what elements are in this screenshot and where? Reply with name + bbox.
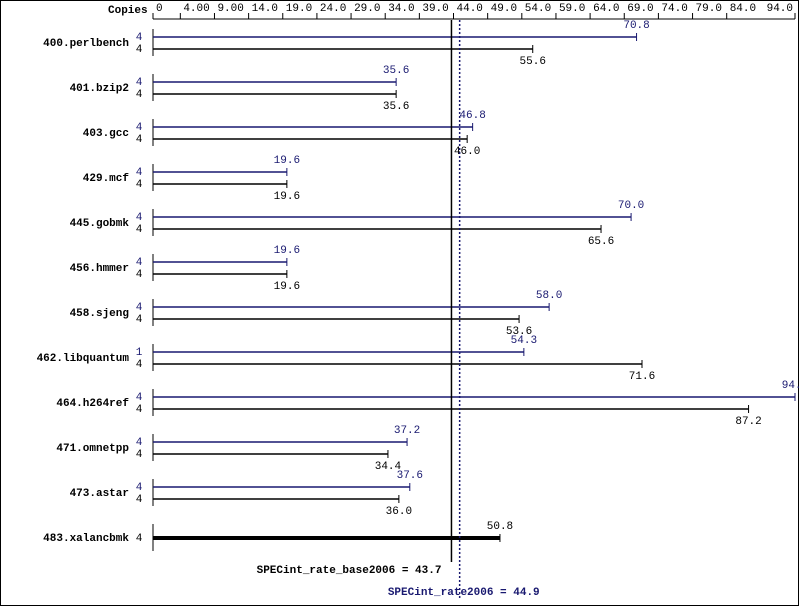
- benchmark-label: 483.xalancbmk: [43, 533, 129, 545]
- copies-label: 4: [136, 437, 143, 449]
- copies-label: 1: [136, 347, 143, 359]
- value-label: 58.0: [536, 290, 562, 302]
- copies-label: 4: [136, 44, 143, 56]
- benchmark-label: 464.h264ref: [56, 398, 129, 410]
- copies-label: 4: [136, 302, 143, 314]
- x-tick-label: 64.0: [593, 3, 619, 15]
- x-tick-label: 54.0: [525, 3, 551, 15]
- value-label: 35.6: [383, 101, 409, 113]
- copies-header: Copies: [108, 5, 148, 17]
- x-tick-label: 94.0: [767, 3, 793, 15]
- copies-label: 4: [136, 77, 143, 89]
- value-label: 36.0: [386, 506, 412, 518]
- value-label: 19.6: [274, 245, 300, 257]
- copies-label: 4: [136, 179, 143, 191]
- x-tick-label: 24.0: [320, 3, 346, 15]
- x-tick-label: 14.0: [252, 3, 278, 15]
- x-tick-label: 79.0: [696, 3, 722, 15]
- value-label: 37.2: [394, 425, 420, 437]
- x-tick-label: 29.0: [354, 3, 380, 15]
- copies-label: 4: [136, 314, 143, 326]
- value-label: 35.6: [383, 65, 409, 77]
- benchmark-label: 403.gcc: [83, 128, 129, 140]
- x-tick-label: 69.0: [627, 3, 653, 15]
- x-tick-label: 9.00: [217, 3, 243, 15]
- value-label: 37.6: [397, 470, 423, 482]
- value-label: 94.0: [782, 380, 799, 392]
- benchmark-label: 400.perlbench: [43, 38, 129, 50]
- x-tick-label: 44.0: [457, 3, 483, 15]
- benchmark-label: 401.bzip2: [70, 83, 129, 95]
- value-label: 19.6: [274, 281, 300, 293]
- benchmark-label: 458.sjeng: [70, 308, 129, 320]
- x-tick-label: 0: [156, 3, 163, 15]
- benchmark-label: 456.hmmer: [70, 263, 129, 275]
- value-label: 65.6: [588, 236, 614, 248]
- copies-label: 4: [136, 212, 143, 224]
- peak-reference-label: SPECint_rate2006 = 44.9: [388, 587, 540, 599]
- value-label: 53.6: [506, 326, 532, 338]
- x-tick-label: 19.0: [286, 3, 312, 15]
- x-tick-label: 84.0: [730, 3, 756, 15]
- x-tick-label: 39.0: [422, 3, 448, 15]
- copies-label: 4: [136, 257, 143, 269]
- copies-label: 4: [136, 134, 143, 146]
- copies-label: 4: [136, 494, 143, 506]
- value-label: 71.6: [629, 371, 655, 383]
- copies-label: 4: [136, 449, 143, 461]
- x-tick-label: 59.0: [559, 3, 585, 15]
- value-label: 19.6: [274, 191, 300, 203]
- x-tick-label: 34.0: [388, 3, 414, 15]
- x-tick-label: 49.0: [491, 3, 517, 15]
- value-label: 46.8: [459, 110, 485, 122]
- value-label: 55.6: [520, 56, 546, 68]
- copies-label: 4: [136, 359, 143, 371]
- copies-label: 4: [136, 89, 143, 101]
- copies-label: 4: [136, 533, 143, 545]
- copies-label: 4: [136, 482, 143, 494]
- value-label: 50.8: [487, 521, 513, 533]
- copies-label: 4: [136, 122, 143, 134]
- copies-label: 4: [136, 404, 143, 416]
- value-label: 54.3: [511, 335, 537, 347]
- benchmark-label: 471.omnetpp: [56, 443, 129, 455]
- value-label: 70.8: [623, 20, 649, 32]
- copies-label: 4: [136, 269, 143, 281]
- x-tick-label: 4.00: [183, 3, 209, 15]
- benchmark-label: 473.astar: [70, 488, 129, 500]
- benchmark-label: 462.libquantum: [37, 353, 130, 365]
- value-label: 87.2: [735, 416, 761, 428]
- value-label: 46.0: [454, 146, 480, 158]
- value-label: 70.0: [618, 200, 644, 212]
- x-tick-label: 74.0: [661, 3, 687, 15]
- copies-label: 4: [136, 224, 143, 236]
- benchmark-label: 445.gobmk: [70, 218, 130, 230]
- copies-label: 4: [136, 167, 143, 179]
- copies-label: 4: [136, 392, 143, 404]
- copies-label: 4: [136, 32, 143, 44]
- base-reference-label: SPECint_rate_base2006 = 43.7: [257, 565, 442, 577]
- benchmark-label: 429.mcf: [83, 173, 130, 185]
- value-label: 34.4: [375, 461, 402, 473]
- value-label: 19.6: [274, 155, 300, 167]
